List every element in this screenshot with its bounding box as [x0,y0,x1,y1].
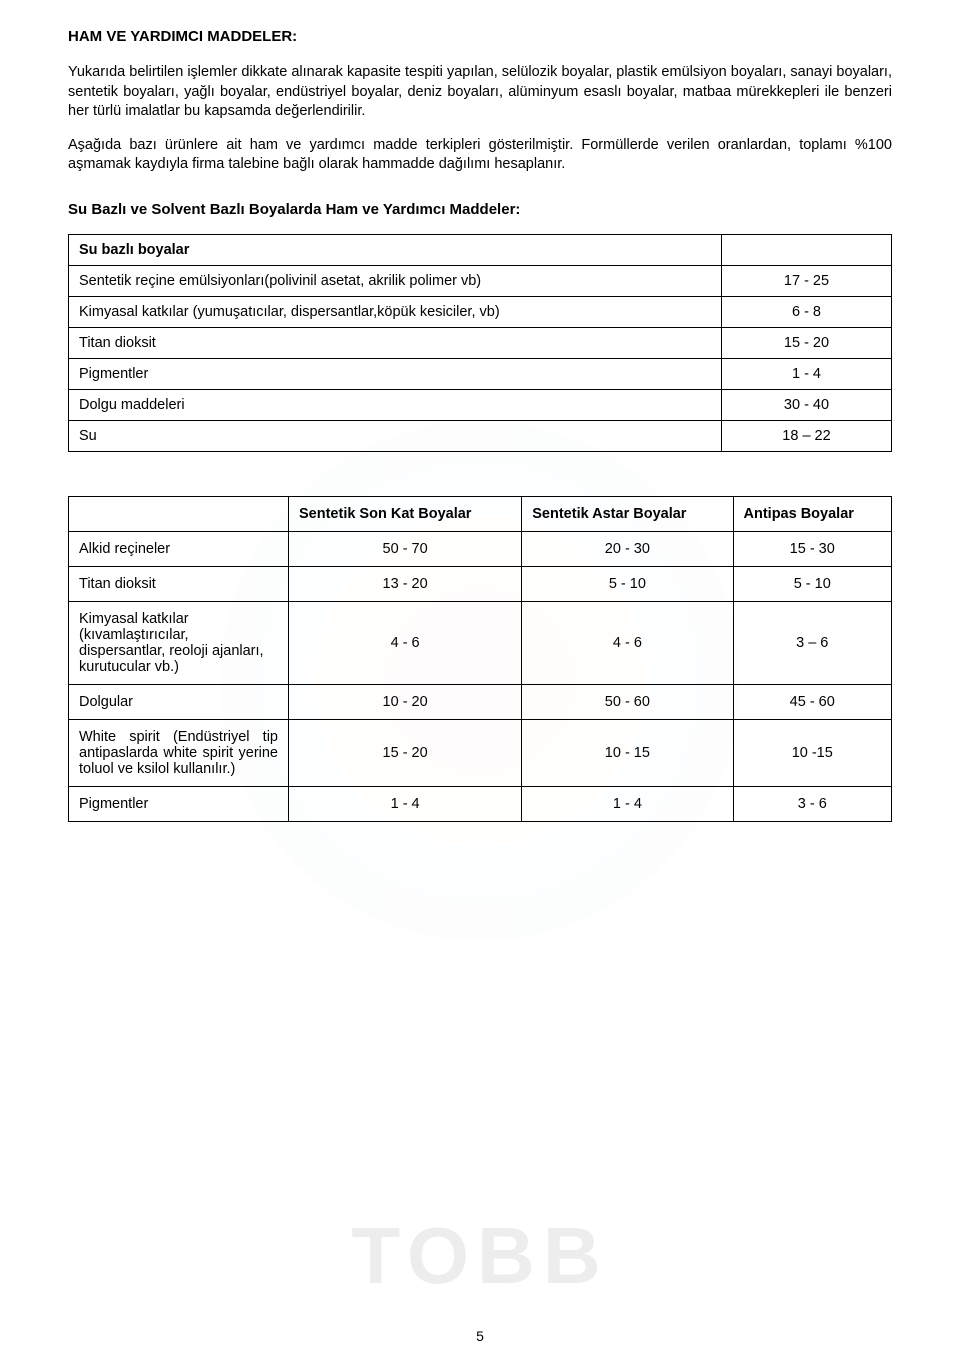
row-label: Kimyasal katkılar (yumuşatıcılar, disper… [69,296,722,327]
row-value: 3 – 6 [733,601,891,684]
row-value: 15 - 30 [733,531,891,566]
row-value: 6 - 8 [722,296,892,327]
row-label: Dolgular [69,684,289,719]
t2-h2: Sentetik Astar Boyalar [522,496,733,531]
t2-h1: Sentetik Son Kat Boyalar [289,496,522,531]
row-value: 3 - 6 [733,786,891,821]
table-row: Kimyasal katkılar (kıvamlaştırıcılar, di… [69,601,892,684]
row-value: 1 - 4 [722,358,892,389]
table-row: Titan dioksit 13 - 20 5 - 10 5 - 10 [69,566,892,601]
row-value: 10 - 20 [289,684,522,719]
row-value: 45 - 60 [733,684,891,719]
table1-title: Su Bazlı ve Solvent Bazlı Boyalarda Ham … [68,201,892,218]
row-label: Pigmentler [69,358,722,389]
row-label: Su [69,420,722,451]
table-row: Dolgular 10 - 20 50 - 60 45 - 60 [69,684,892,719]
row-label: Titan dioksit [69,327,722,358]
row-value: 10 - 15 [522,719,733,786]
table-sentetik: Sentetik Son Kat Boyalar Sentetik Astar … [68,496,892,822]
row-value: 13 - 20 [289,566,522,601]
section-heading: HAM VE YARDIMCI MADDELER: [68,28,892,45]
row-label: White spirit (Endüstriyel tip antipaslar… [69,719,289,786]
table-row: Pigmentler 1 - 4 [69,358,892,389]
row-label: Sentetik reçine emülsiyonları(polivinil … [69,265,722,296]
t2-h3: Antipas Boyalar [733,496,891,531]
row-value: 1 - 4 [522,786,733,821]
table1-header-empty [722,234,892,265]
row-value: 10 -15 [733,719,891,786]
row-label: Kimyasal katkılar (kıvamlaştırıcılar, di… [69,601,289,684]
table1-header: Su bazlı boyalar [69,234,722,265]
row-value: 1 - 4 [289,786,522,821]
row-value: 18 – 22 [722,420,892,451]
paragraph-2: Aşağıda bazı ürünlere ait ham ve yardımc… [68,136,892,175]
row-value: 17 - 25 [722,265,892,296]
row-value: 20 - 30 [522,531,733,566]
table-row: Titan dioksit 15 - 20 [69,327,892,358]
table-row: Sentetik reçine emülsiyonları(polivinil … [69,265,892,296]
page-number: 5 [0,1328,960,1344]
row-label: Titan dioksit [69,566,289,601]
paragraph-1: Yukarıda belirtilen işlemler dikkate alı… [68,63,892,122]
row-label: Pigmentler [69,786,289,821]
table-row: Pigmentler 1 - 4 1 - 4 3 - 6 [69,786,892,821]
table-su-bazli: Su bazlı boyalar Sentetik reçine emülsiy… [68,234,892,452]
row-value: 4 - 6 [289,601,522,684]
table-row: Su 18 – 22 [69,420,892,451]
table-row: Kimyasal katkılar (yumuşatıcılar, disper… [69,296,892,327]
row-label: Alkid reçineler [69,531,289,566]
row-value: 5 - 10 [733,566,891,601]
row-value: 50 - 60 [522,684,733,719]
row-value: 15 - 20 [722,327,892,358]
table-row: Alkid reçineler 50 - 70 20 - 30 15 - 30 [69,531,892,566]
t2-h0 [69,496,289,531]
row-value: 5 - 10 [522,566,733,601]
row-value: 4 - 6 [522,601,733,684]
table-row: White spirit (Endüstriyel tip antipaslar… [69,719,892,786]
row-label: Dolgu maddeleri [69,389,722,420]
watermark-tobb: TOBB [351,1210,608,1302]
row-value: 15 - 20 [289,719,522,786]
row-value: 30 - 40 [722,389,892,420]
table-row: Dolgu maddeleri 30 - 40 [69,389,892,420]
row-value: 50 - 70 [289,531,522,566]
